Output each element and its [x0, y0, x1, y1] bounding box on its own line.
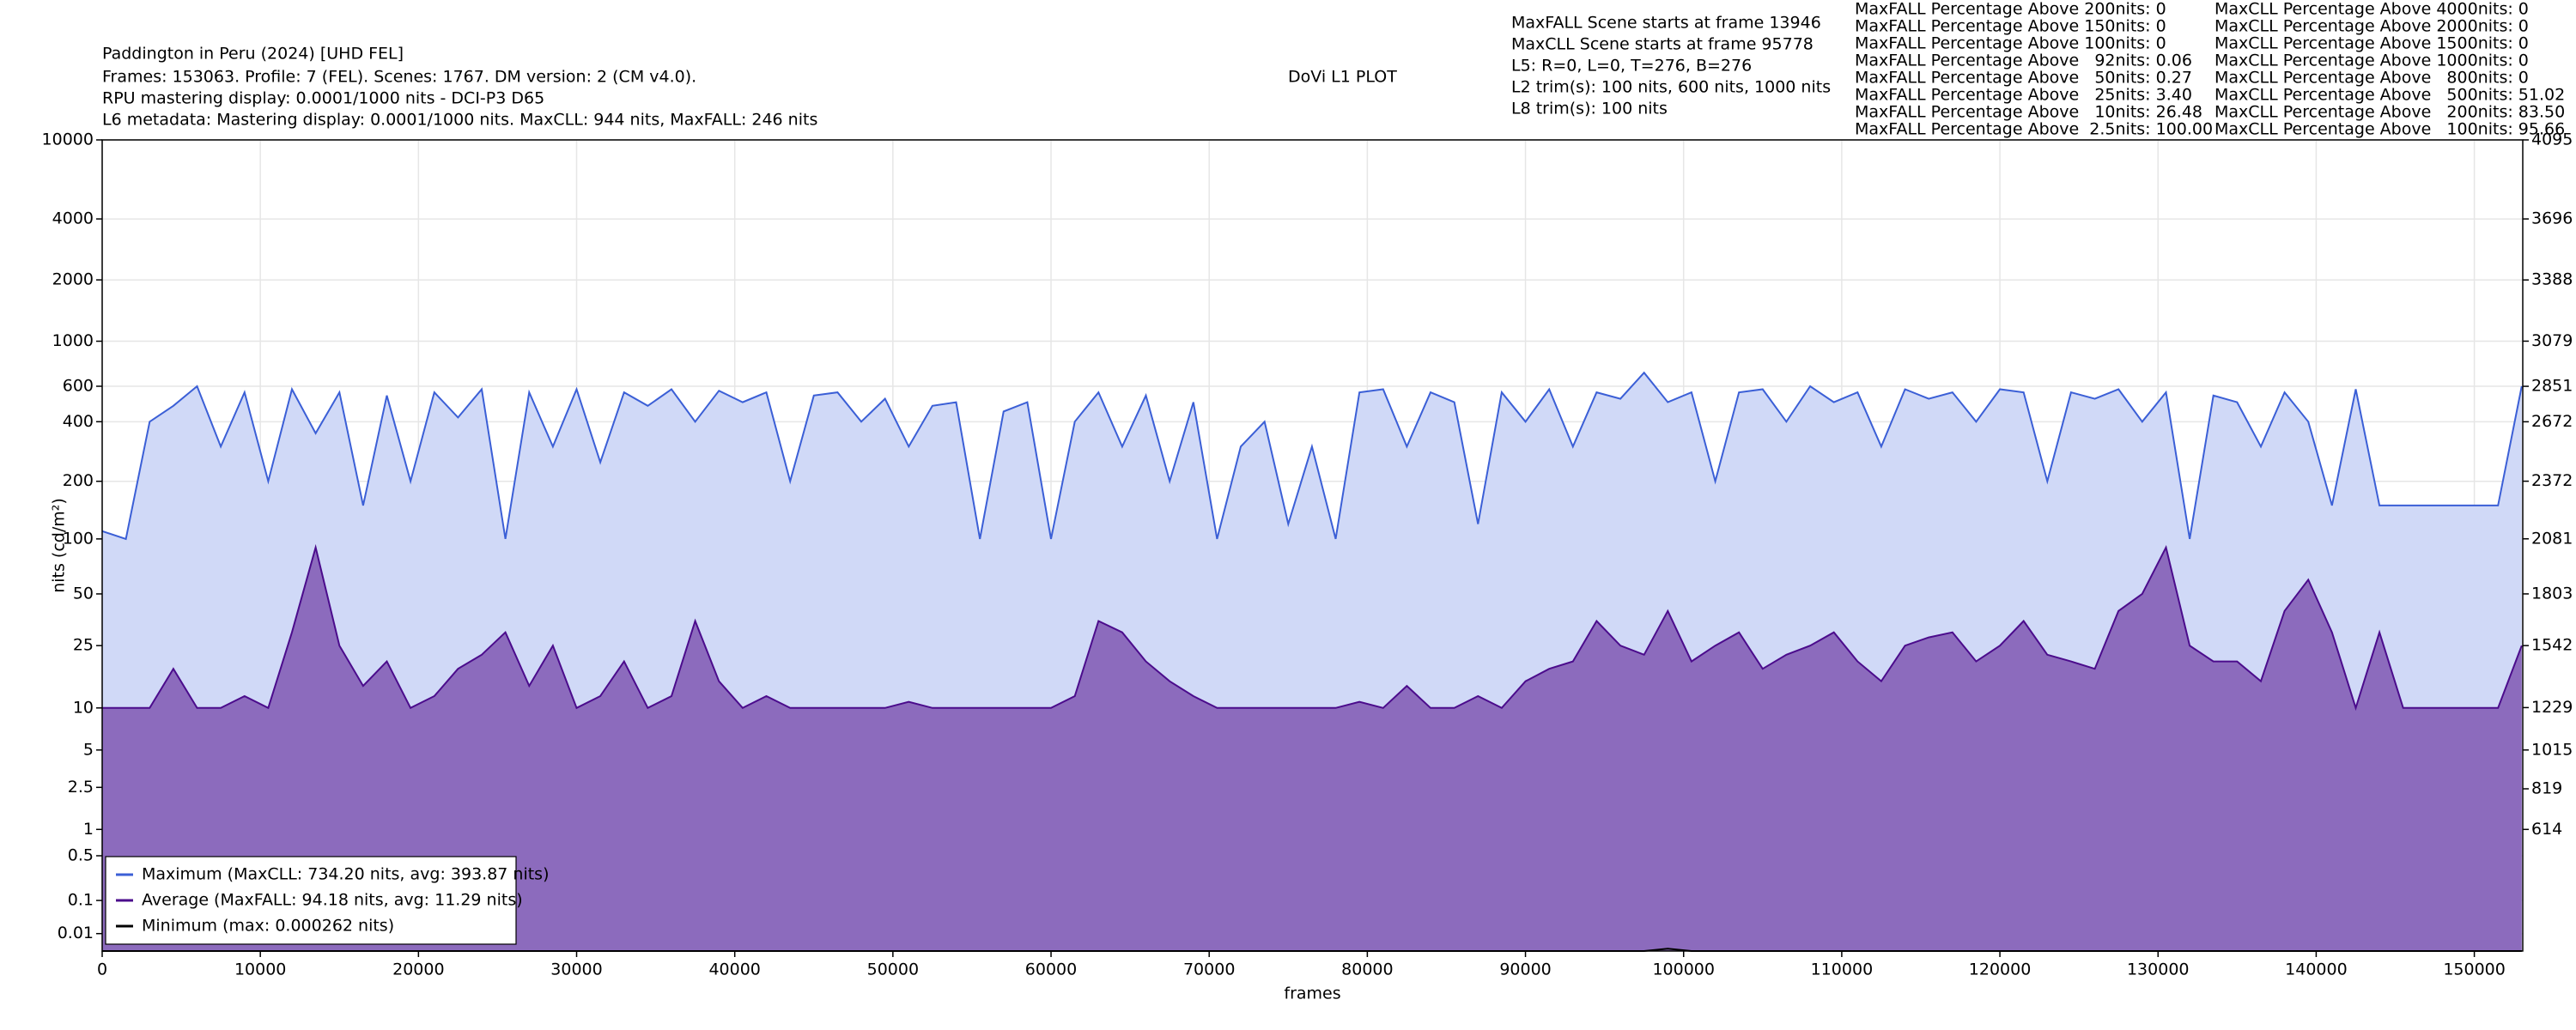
- header-line: Paddington in Peru (2024) [UHD FEL]: [102, 45, 404, 64]
- x-tick-label: 110000: [1811, 960, 1874, 979]
- y2-tick-label: 819: [2531, 779, 2562, 798]
- legend-box: [105, 856, 517, 945]
- y-tick-label: 10000: [42, 130, 94, 149]
- y2-tick-label: 4095: [2531, 130, 2573, 149]
- y2-tick-label: 1229: [2531, 698, 2573, 717]
- y2-tick-label: 3388: [2531, 270, 2573, 289]
- x-tick-label: 20000: [392, 960, 444, 979]
- stat-line: MaxCLL Percentage Above 500nits: 51.02: [2215, 86, 2565, 105]
- y-tick-label: 1000: [52, 331, 94, 350]
- info-line: MaxCLL Scene starts at frame 95778: [1511, 35, 1814, 54]
- x-axis-label: frames: [1284, 985, 1340, 1003]
- x-tick-label: 0: [97, 960, 107, 979]
- x-tick-label: 50000: [867, 960, 919, 979]
- y2-tick-label: 614: [2531, 820, 2562, 839]
- y-tick-label: 1: [83, 820, 94, 839]
- y-tick-label: 5: [83, 740, 94, 759]
- legend-label: Maximum (MaxCLL: 734.20 nits, avg: 393.8…: [142, 865, 550, 884]
- y2-tick-label: 3696: [2531, 209, 2573, 228]
- x-tick-label: 60000: [1025, 960, 1077, 979]
- stat-line: MaxCLL Percentage Above 100nits: 95.66: [2215, 120, 2565, 139]
- y-tick-label: 400: [63, 412, 94, 431]
- legend-label: Minimum (max: 0.000262 nits): [142, 917, 394, 936]
- legend-label: Average (MaxFALL: 94.18 nits, avg: 11.29…: [142, 891, 523, 910]
- stat-line: MaxFALL Percentage Above 2.5nits: 100.00: [1855, 120, 2213, 139]
- y2-tick-label: 2851: [2531, 377, 2573, 396]
- info-line: L8 trim(s): 100 nits: [1511, 100, 1668, 118]
- stat-line: MaxFALL Percentage Above 200nits: 0: [1855, 0, 2166, 19]
- x-tick-label: 40000: [708, 960, 760, 979]
- info-line: L2 trim(s): 100 nits, 600 nits, 1000 nit…: [1511, 78, 1831, 97]
- y-tick-label: 2.5: [68, 778, 94, 797]
- stat-line: MaxFALL Percentage Above 100nits: 0: [1855, 34, 2166, 53]
- header-line: L6 metadata: Mastering display: 0.0001/1…: [102, 111, 817, 130]
- header-line: Frames: 153063. Profile: 7 (FEL). Scenes…: [102, 68, 696, 87]
- y-tick-label: 0.01: [58, 924, 94, 942]
- header-line: RPU mastering display: 0.0001/1000 nits …: [102, 89, 544, 108]
- line: [102, 543, 2523, 712]
- x-tick-label: 140000: [2285, 960, 2348, 979]
- y-tick-label: 0.5: [68, 846, 94, 865]
- y-tick-label: 4000: [52, 209, 94, 228]
- x-tick-label: 90000: [1499, 960, 1551, 979]
- y-tick-label: 100: [63, 529, 94, 548]
- area: [102, 547, 2522, 951]
- y2-tick-label: 2372: [2531, 471, 2573, 490]
- x-tick-label: 130000: [2127, 960, 2190, 979]
- y-tick-label: 600: [63, 377, 94, 396]
- x-tick-label: 120000: [1969, 960, 2032, 979]
- x-tick-label: 10000: [234, 960, 286, 979]
- y2-tick-label: 3079: [2531, 331, 2573, 350]
- plot-frame: [101, 139, 2524, 952]
- stat-line: MaxFALL Percentage Above 150nits: 0: [1855, 17, 2166, 36]
- chart-title: DoVi L1 PLOT: [1288, 68, 1397, 87]
- y-tick-label: 50: [73, 584, 94, 603]
- x-tick-label: 80000: [1341, 960, 1393, 979]
- stat-line: MaxFALL Percentage Above 10nits: 26.48: [1855, 103, 2202, 122]
- info-line: L5: R=0, L=0, T=276, B=276: [1511, 57, 1752, 76]
- x-tick-label: 100000: [1652, 960, 1715, 979]
- y-tick-label: 2000: [52, 270, 94, 289]
- y2-tick-label: 1542: [2531, 636, 2573, 655]
- y-tick-label: 10: [73, 698, 94, 717]
- x-tick-label: 30000: [550, 960, 602, 979]
- stat-line: MaxCLL Percentage Above 1500nits: 0: [2215, 34, 2529, 53]
- x-tick-label: 70000: [1183, 960, 1235, 979]
- stat-line: MaxFALL Percentage Above 92nits: 0.06: [1855, 52, 2192, 70]
- stat-line: MaxCLL Percentage Above 4000nits: 0: [2215, 0, 2529, 19]
- stat-line: MaxCLL Percentage Above 2000nits: 0: [2215, 17, 2529, 36]
- stat-line: MaxCLL Percentage Above 200nits: 83.50: [2215, 103, 2565, 122]
- stat-line: MaxCLL Percentage Above 1000nits: 0: [2215, 52, 2529, 70]
- y-tick-label: 25: [73, 636, 94, 655]
- stat-line: MaxFALL Percentage Above 25nits: 3.40: [1855, 86, 2192, 105]
- x-tick-label: 150000: [2443, 960, 2506, 979]
- y2-tick-label: 2672: [2531, 412, 2573, 431]
- y-tick-label: 200: [63, 471, 94, 490]
- y2-tick-label: 2081: [2531, 529, 2573, 548]
- info-line: MaxFALL Scene starts at frame 13946: [1511, 14, 1821, 33]
- line: [101, 371, 2523, 541]
- y2-tick-label: 1803: [2531, 584, 2573, 603]
- y2-tick-label: 1015: [2531, 740, 2573, 759]
- stat-line: MaxCLL Percentage Above 800nits: 0: [2215, 69, 2529, 88]
- stat-line: MaxFALL Percentage Above 50nits: 0.27: [1855, 69, 2192, 88]
- legend: Maximum (MaxCLL: 734.20 nits, avg: 393.8…: [105, 856, 550, 945]
- y-tick-label: 0.1: [68, 891, 94, 910]
- y-axis-label: nits (cd/m²): [50, 498, 69, 593]
